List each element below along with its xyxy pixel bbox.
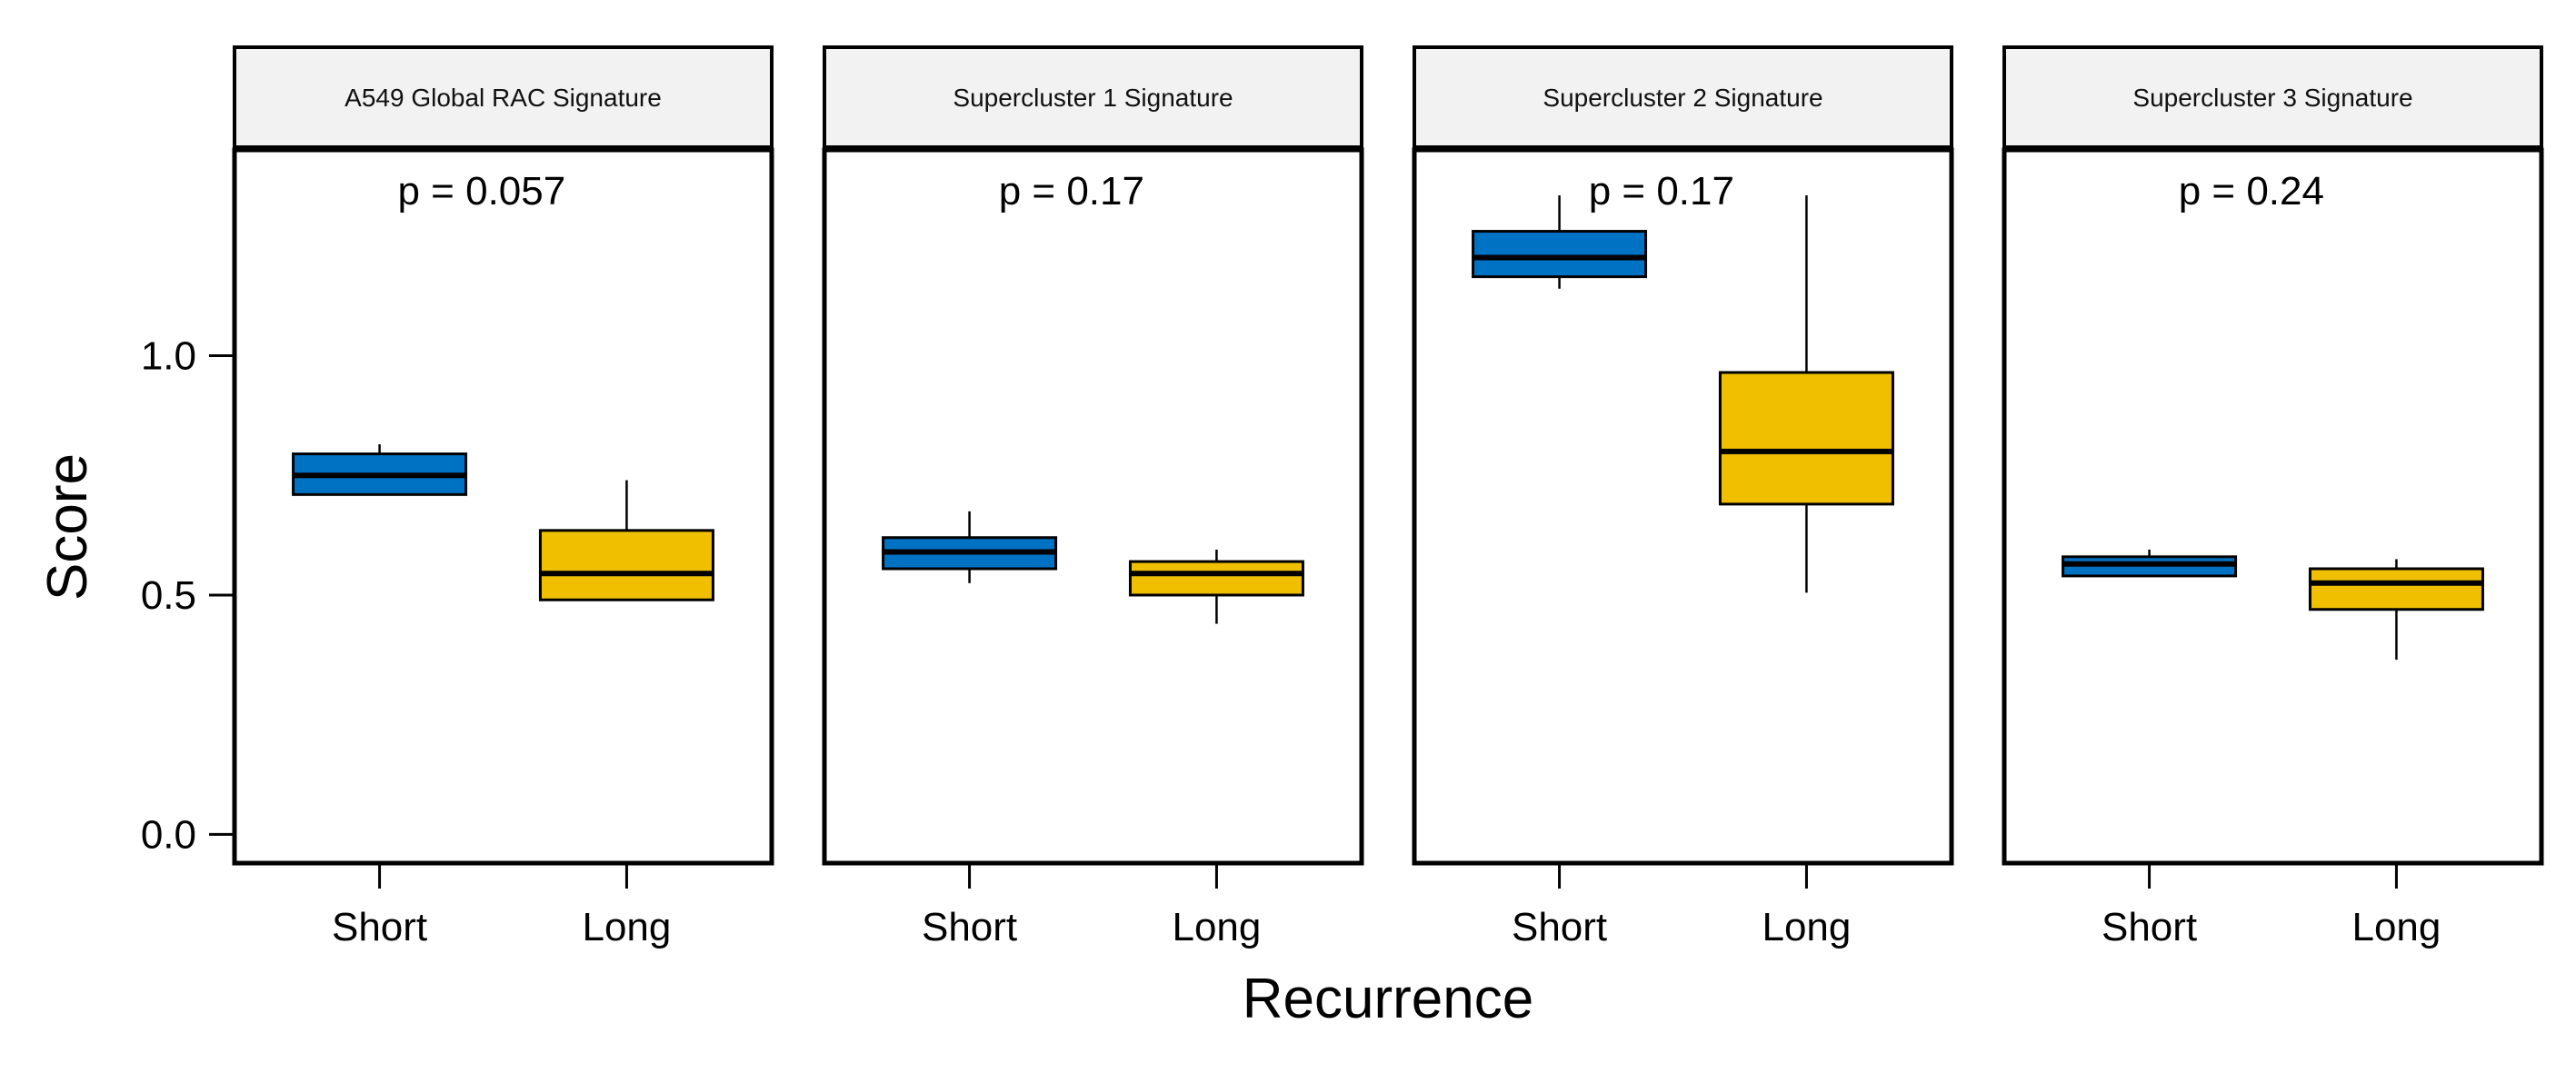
panels-group: A549 Global RAC Signature p = 0.057 Short L… <box>232 45 2544 949</box>
p-value-label: p = 0.17 <box>1589 169 1734 214</box>
box-short <box>1472 195 1648 289</box>
panel-strip <box>1413 45 1953 149</box>
panel-frame <box>2002 147 2544 866</box>
p-value-label: p = 0.17 <box>999 169 1144 214</box>
box-long <box>538 480 714 601</box>
x-axis-title: Recurrence <box>1243 968 1533 1030</box>
panel-frame <box>232 147 774 866</box>
box-long <box>2308 559 2484 661</box>
box-iqr <box>1128 560 1304 597</box>
box-iqr <box>538 529 714 601</box>
y-tick-label: 0.0 <box>141 812 196 857</box>
panel-strip <box>233 45 774 149</box>
box-short <box>292 444 468 496</box>
p-value-label: p = 0.057 <box>397 169 565 214</box>
panel-title: Supercluster 3 Signature <box>2132 84 2412 112</box>
x-tick-label: Short <box>2102 905 2197 949</box>
box-long <box>1128 549 1304 624</box>
y-tick-label: 0.5 <box>141 573 196 618</box>
box-long <box>1718 195 1894 593</box>
x-tick-label: Short <box>922 905 1017 949</box>
x-tick-label: Long <box>1172 905 1261 949</box>
x-tick-label: Long <box>582 905 671 949</box>
panel-title: A549 Global RAC Signature <box>344 84 662 112</box>
panel-strip <box>2002 45 2543 149</box>
p-value-label: p = 0.24 <box>2179 169 2324 214</box>
y-axis: 0.0 0.5 1.0 <box>141 334 233 857</box>
y-axis-title: Score <box>36 453 99 601</box>
x-tick-label: Long <box>1762 905 1851 949</box>
box-iqr <box>1472 230 1648 279</box>
x-tick-label: Short <box>1512 905 1607 949</box>
x-tick-label: Long <box>2351 905 2441 949</box>
panel-1: A549 Global RAC Signature p = 0.057 Short L… <box>232 45 774 949</box>
panel-2: Supercluster 1 Signature p = 0.17 Short Lon… <box>822 45 1364 949</box>
panel-4: Supercluster 3 Signature p = 0.24 Short Lon… <box>2002 45 2544 949</box>
box-short <box>882 511 1058 583</box>
panel-title: Supercluster 1 Signature <box>953 84 1233 112</box>
box-short <box>2062 549 2238 578</box>
panel-3: Supercluster 2 Signature p = 0.17 Short Lon… <box>1412 45 1954 949</box>
panel-title: Supercluster 2 Signature <box>1543 84 1822 112</box>
panel-strip <box>823 45 1363 149</box>
y-tick-label: 1.0 <box>141 334 196 379</box>
panel-frame <box>822 147 1364 866</box>
box-iqr <box>1718 371 1894 506</box>
box-iqr <box>2308 567 2484 611</box>
x-tick-label: Short <box>332 905 427 949</box>
